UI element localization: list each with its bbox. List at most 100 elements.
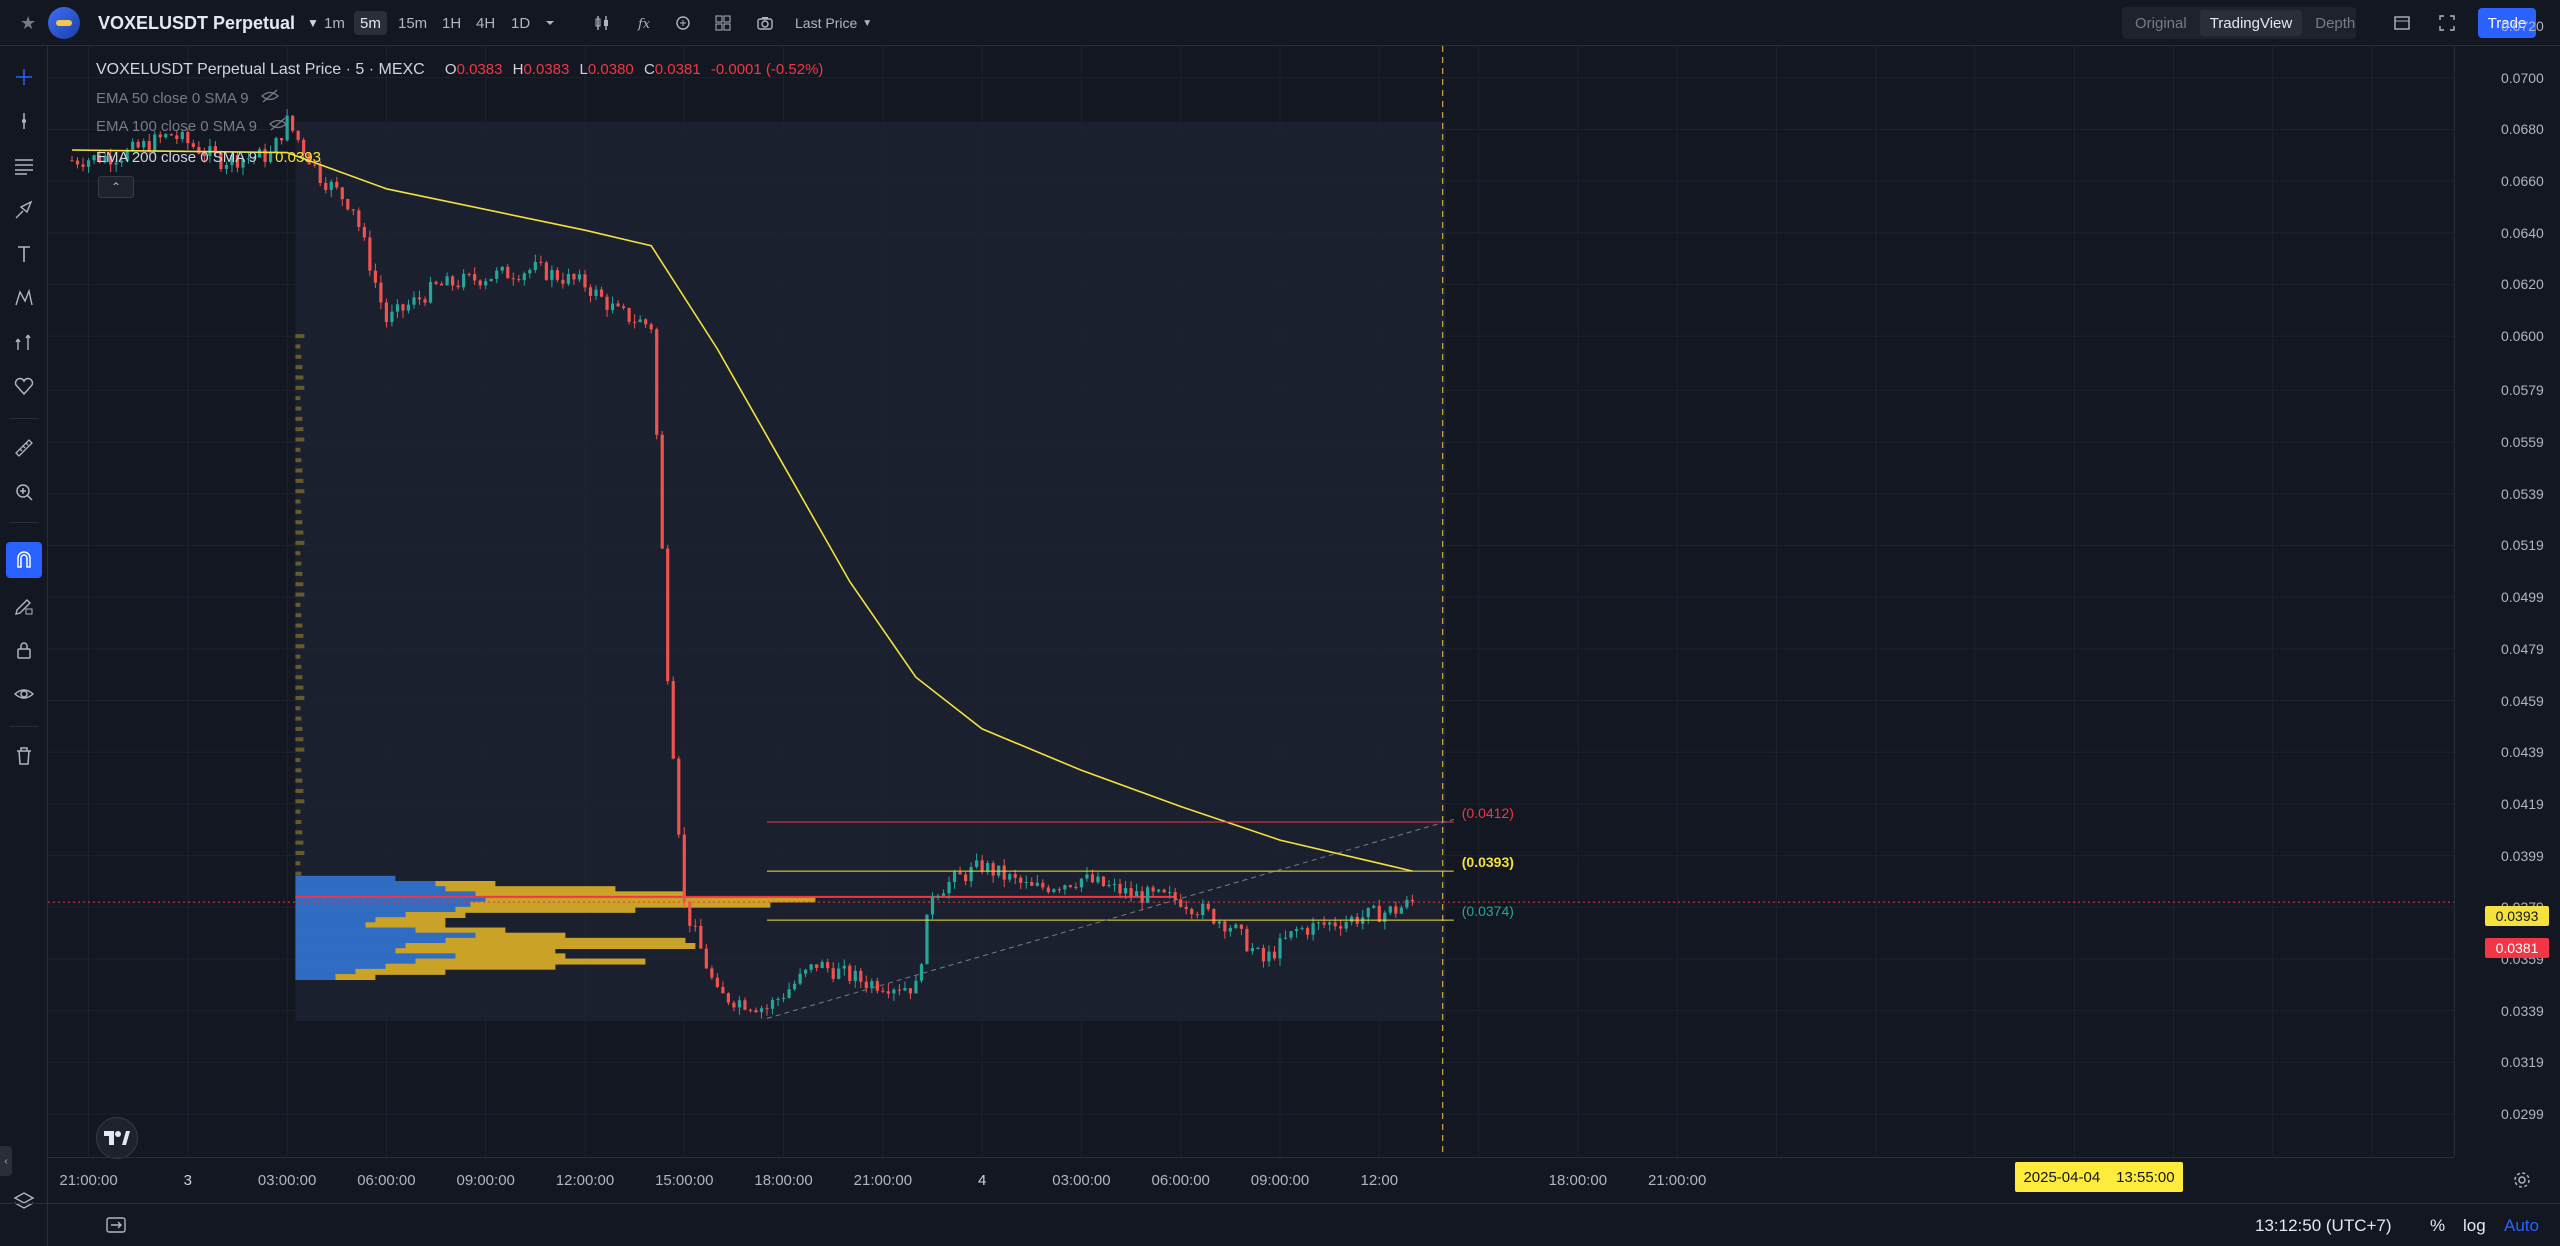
interval-1h[interactable]: 1H: [442, 14, 462, 32]
candle-body: [428, 281, 433, 303]
candle-body: [230, 154, 234, 165]
view-original[interactable]: Original: [2135, 14, 2187, 32]
candle-body: [180, 132, 184, 140]
candle-body: [1212, 909, 1216, 924]
candle-body: [1333, 922, 1337, 927]
date-range-icon[interactable]: [105, 1215, 127, 1240]
volume-profile-thin-bar: [295, 819, 302, 824]
crosshair-icon[interactable]: [12, 65, 36, 89]
candle-body: [952, 872, 957, 882]
candle-body: [555, 270, 560, 280]
zoom-in-icon[interactable]: [12, 480, 36, 504]
candle-body: [743, 1000, 747, 1010]
candle-body: [1245, 928, 1249, 952]
horizontal-lines-icon[interactable]: [12, 154, 36, 178]
candle-body: [1096, 876, 1100, 883]
timezone-clock[interactable]: 13:12:50 (UTC+7): [2255, 1216, 2392, 1235]
forecast-icon[interactable]: [12, 330, 36, 354]
lock-icon[interactable]: [12, 638, 36, 662]
view-tradingview[interactable]: TradingView: [2199, 10, 2303, 36]
layout-grid-icon[interactable]: [711, 11, 735, 35]
price-source-dropdown[interactable]: Last Price ▼: [795, 0, 872, 46]
interval-1m[interactable]: 1m: [324, 14, 345, 32]
window-icon[interactable]: [2390, 11, 2414, 35]
candle-body: [621, 306, 626, 308]
volume-profile-thin-bar: [295, 375, 304, 380]
legend-ema50[interactable]: EMA 50 close 0 SMA 9: [96, 89, 279, 107]
candle-body: [1250, 948, 1255, 952]
chevron-down-icon[interactable]: [538, 11, 562, 35]
volume-profile-thin-bar: [295, 840, 304, 845]
candle-body: [1118, 883, 1122, 894]
volume-profile-thin-bar: [295, 809, 301, 814]
indicators-icon[interactable]: fx: [633, 11, 657, 35]
eye-off-icon[interactable]: [260, 89, 279, 107]
candle-body: [1344, 921, 1348, 929]
candle-body: [936, 895, 940, 897]
pattern-icon[interactable]: [12, 286, 36, 310]
candle-body: [649, 324, 653, 330]
fullscreen-icon[interactable]: [2435, 11, 2459, 35]
candle-body: [462, 273, 466, 288]
time-axis-label: 09:00:00: [456, 1172, 515, 1189]
log-toggle[interactable]: log: [2463, 1216, 2486, 1235]
collapse-toolbar-handle[interactable]: ‹: [0, 1146, 12, 1176]
collapse-legend-button[interactable]: ⌃: [98, 176, 134, 198]
time-axis[interactable]: 21:00:00 3 03:00:00 06:00:00 09:00:00 12:00:0…: [48, 1157, 2530, 1203]
candle-body: [285, 115, 289, 141]
candle-body: [169, 134, 173, 136]
candle-body: [919, 964, 924, 981]
interval-1d[interactable]: 1D: [511, 14, 531, 32]
percent-toggle[interactable]: %: [2430, 1216, 2446, 1235]
candle-body: [809, 964, 813, 970]
candle-body: [1184, 906, 1188, 910]
price-chart[interactable]: (0.0412) (0.0393) (0.0374): [48, 46, 2454, 1157]
interval-4h[interactable]: 4H: [476, 14, 496, 32]
trash-icon[interactable]: [12, 744, 36, 768]
candle-body: [147, 141, 151, 152]
time-axis-label: 4: [977, 1172, 987, 1189]
brush-icon[interactable]: [12, 198, 36, 222]
price-axis-label: 0.0559: [2501, 434, 2544, 451]
legend-ema100[interactable]: EMA 100 close 0 SMA 9: [96, 117, 288, 135]
text-tool-icon[interactable]: [12, 242, 36, 266]
level-label-mid: (0.0393): [1462, 854, 1514, 870]
candle-body: [1300, 928, 1304, 930]
volume-profile-thin-bar: [295, 602, 301, 607]
heart-icon[interactable]: [12, 374, 36, 398]
volume-profile-thin-bar: [295, 385, 305, 390]
volume-profile-buy-bar: [295, 932, 476, 939]
view-depth[interactable]: Depth: [2315, 14, 2356, 32]
templates-icon[interactable]: [671, 11, 695, 35]
trade-button[interactable]: Trade: [2478, 8, 2536, 38]
candle-body: [478, 280, 482, 286]
symbol-selector[interactable]: VOXELUSDT Perpetual ▼: [98, 0, 319, 46]
trend-line-icon[interactable]: [12, 109, 36, 133]
legend-ema200[interactable]: EMA 200 close 0 SMA 9 0.0393: [96, 149, 321, 166]
eye-off-icon[interactable]: [269, 117, 288, 135]
candle-body: [175, 135, 179, 140]
chart-pane[interactable]: (0.0412) (0.0393) (0.0374): [48, 46, 2454, 1157]
volume-profile-buy-bar: [295, 901, 471, 908]
candle-body: [1123, 888, 1128, 894]
candle-body: [1383, 912, 1387, 923]
pencil-lock-icon[interactable]: [12, 594, 36, 618]
interval-5m[interactable]: 5m: [354, 11, 387, 35]
candle-body: [528, 269, 532, 274]
interval-15m[interactable]: 15m: [398, 14, 428, 32]
candle-body: [417, 297, 422, 300]
price-axis[interactable]: 0.0720 0.0700 0.0680 0.0660 0.0640 0.0620 0.06…: [2454, 18, 2560, 1157]
candle-body: [991, 863, 995, 876]
magnet-icon[interactable]: [6, 542, 42, 578]
favorite-star-icon[interactable]: ★: [20, 12, 37, 33]
ema200-value: 0.0393: [275, 149, 321, 166]
eye-icon[interactable]: [12, 682, 36, 706]
settings-gear-icon[interactable]: [2512, 1170, 2532, 1195]
time-axis-label: 18:00:00: [1548, 1172, 1608, 1189]
candles-icon[interactable]: [590, 11, 614, 35]
ruler-icon[interactable]: [12, 436, 36, 460]
candle-body: [781, 997, 786, 999]
camera-icon[interactable]: [753, 11, 777, 35]
auto-scale-toggle[interactable]: Auto: [2504, 1216, 2539, 1235]
candle-body: [467, 273, 471, 275]
